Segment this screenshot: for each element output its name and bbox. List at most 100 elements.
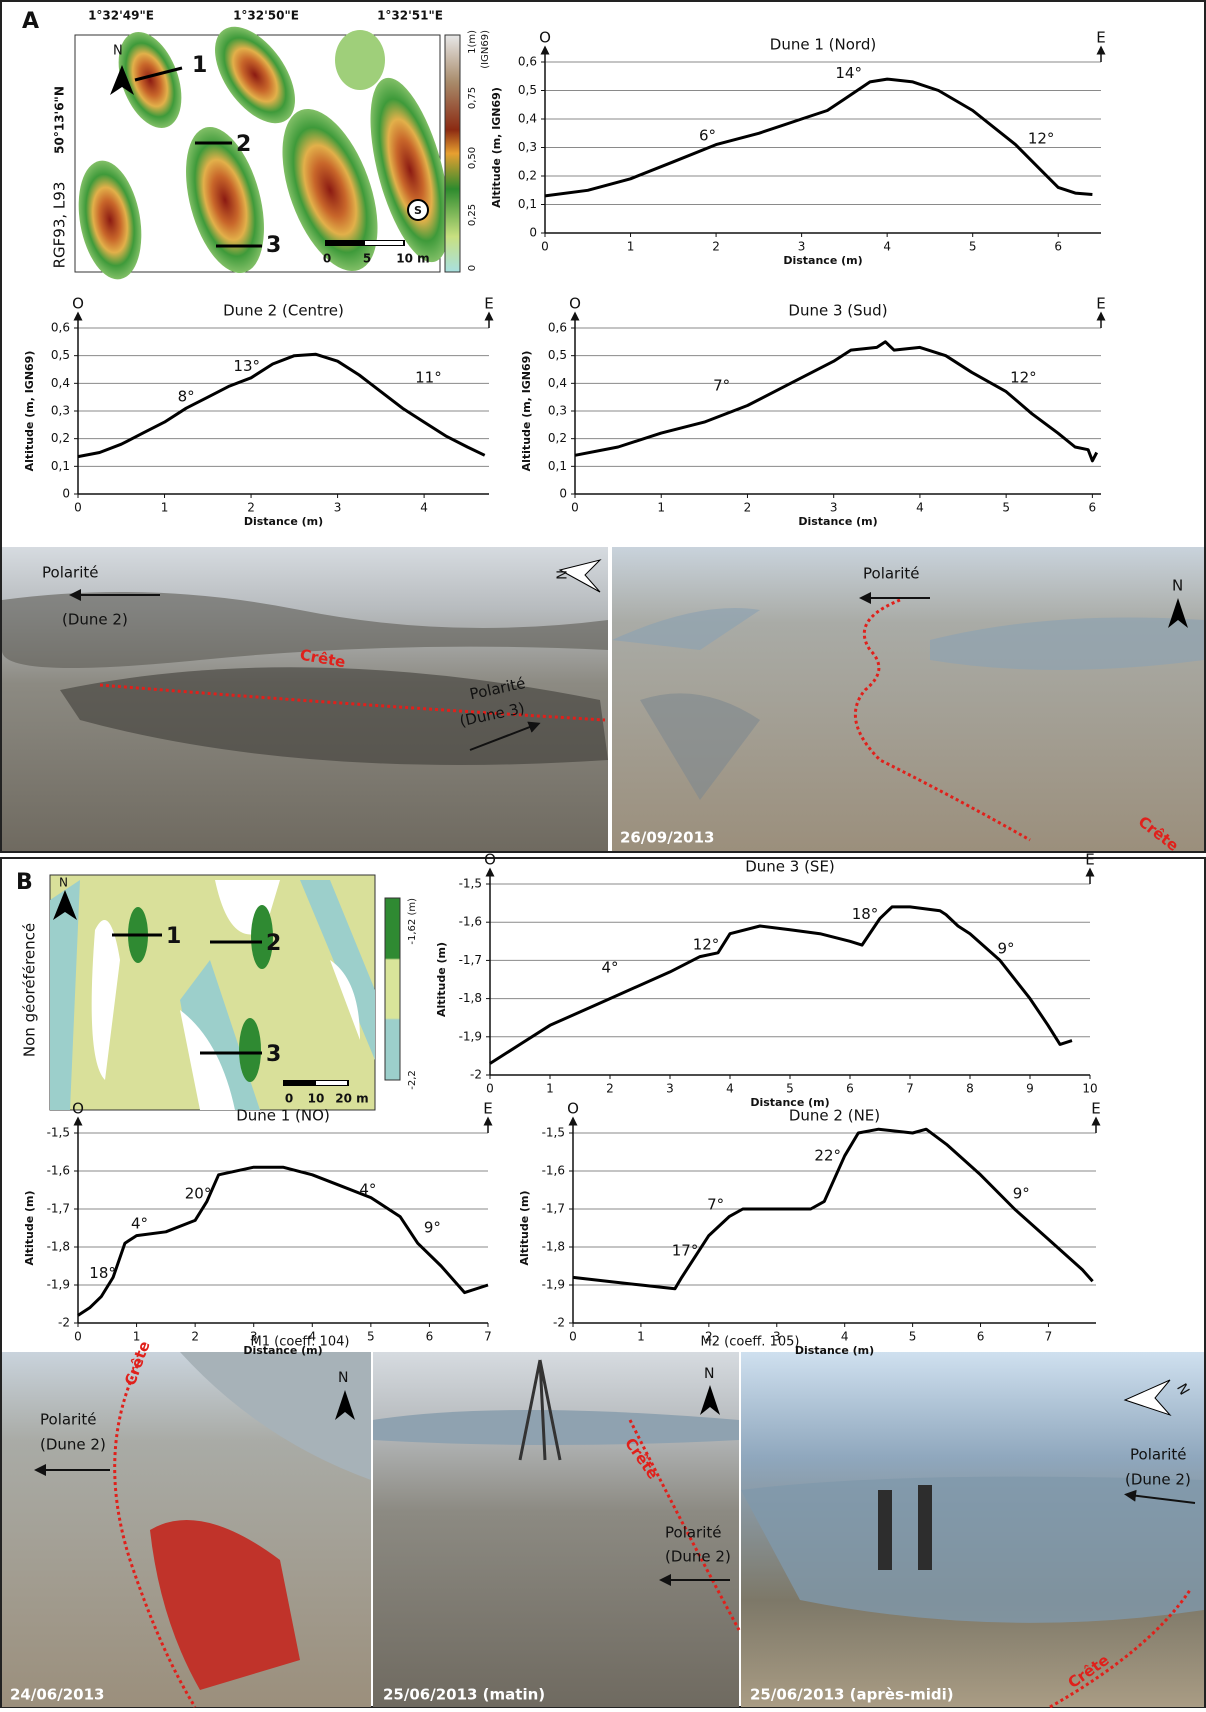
west-label: O bbox=[539, 29, 551, 47]
x-tick-label: 5 bbox=[969, 240, 977, 254]
colorbar-label: 0,75 bbox=[467, 87, 478, 109]
scale-label: 20 m bbox=[335, 1092, 368, 1106]
west-label: O bbox=[72, 1100, 84, 1118]
y-tick-label: -1,6 bbox=[47, 1164, 70, 1178]
profile-label: 2 bbox=[236, 132, 251, 157]
profile-line bbox=[77, 1165, 489, 1317]
photo-caption: M1 (coeff. 104) bbox=[251, 1335, 350, 1350]
slope-annotation: 12° bbox=[1010, 368, 1037, 386]
station-marker: S bbox=[414, 204, 422, 217]
polarity-dune: (Dune 2) bbox=[1125, 1471, 1191, 1489]
polarity-label: Polarité bbox=[863, 565, 920, 583]
x-tick-label: 9 bbox=[1026, 1082, 1034, 1096]
north-label: N bbox=[553, 570, 568, 580]
east-label: E bbox=[484, 295, 493, 313]
scale-label: 10 bbox=[308, 1092, 325, 1106]
x-axis-label: Distance (m) bbox=[783, 254, 862, 267]
y-tick-label: -1,7 bbox=[47, 1202, 70, 1216]
polarity-dune: (Dune 2) bbox=[40, 1436, 106, 1454]
scale-label: 5 bbox=[363, 252, 371, 266]
west-label: O bbox=[484, 851, 496, 869]
photo bbox=[2, 1352, 371, 1708]
y-tick-label: 0,5 bbox=[51, 348, 70, 362]
panel-frame bbox=[0, 0, 1206, 853]
north-label: N bbox=[704, 1366, 714, 1382]
x-tick-label: 6 bbox=[1054, 240, 1062, 254]
chart-title: Dune 3 (SE) bbox=[745, 858, 835, 876]
x-axis-label: Distance (m) bbox=[798, 515, 877, 528]
x-tick-label: 7 bbox=[1045, 1330, 1053, 1344]
north-label: N bbox=[59, 876, 68, 890]
x-axis-label: Distance (m) bbox=[795, 1344, 874, 1357]
y-tick-label: -2 bbox=[553, 1316, 565, 1330]
slope-annotation: 9° bbox=[424, 1219, 441, 1237]
slope-annotation: 4° bbox=[601, 959, 618, 977]
y-axis-label: Altitude (m) bbox=[435, 942, 448, 1017]
profile-label: 3 bbox=[266, 233, 281, 258]
x-tick-label: 5 bbox=[909, 1330, 917, 1344]
scale-label: 0 bbox=[323, 252, 331, 266]
polarity-label: Polarité bbox=[665, 1524, 722, 1542]
map-b bbox=[49, 874, 401, 1111]
y-tick-label: -1,9 bbox=[542, 1278, 565, 1292]
slope-annotation: 4° bbox=[359, 1181, 376, 1199]
x-tick-label: 10 bbox=[1082, 1082, 1097, 1096]
north-label: N bbox=[338, 1370, 348, 1386]
y-tick-label: 0 bbox=[62, 487, 70, 501]
y-tick-label: 0,2 bbox=[518, 169, 537, 183]
x-tick-label: 4 bbox=[841, 1330, 849, 1344]
y-tick-label: 0 bbox=[559, 487, 567, 501]
slope-annotation: 22° bbox=[814, 1146, 841, 1164]
y-axis-label: Altitude (m) bbox=[23, 1190, 36, 1265]
east-label: E bbox=[483, 1100, 492, 1118]
x-tick-label: 2 bbox=[247, 501, 255, 515]
x-tick-label: 3 bbox=[334, 501, 342, 515]
x-tick-label: 0 bbox=[74, 1330, 82, 1344]
colorbar-datum: (IGN69) bbox=[480, 30, 491, 69]
profile-label: 2 bbox=[266, 931, 281, 956]
y-tick-label: 0,3 bbox=[548, 404, 567, 418]
crs-label: RGF93, L93 bbox=[51, 182, 69, 269]
y-tick-label: 0,4 bbox=[51, 376, 70, 390]
y-tick-label: 0,4 bbox=[548, 376, 567, 390]
x-tick-label: 2 bbox=[705, 1330, 713, 1344]
slope-annotation: 6° bbox=[699, 127, 716, 145]
x-tick-label: 1 bbox=[657, 501, 665, 515]
x-tick-label: 1 bbox=[161, 501, 169, 515]
x-tick-label: 1 bbox=[133, 1330, 141, 1344]
lon-label: 1°32'51"E bbox=[377, 9, 443, 23]
y-tick-label: -1,6 bbox=[542, 1164, 565, 1178]
slope-annotation: 14° bbox=[835, 64, 862, 82]
slope-annotation: 9° bbox=[1013, 1184, 1030, 1202]
y-tick-label: 0,4 bbox=[518, 112, 537, 126]
photo-date: 25/06/2013 (matin) bbox=[383, 1686, 545, 1704]
east-label: E bbox=[1096, 29, 1105, 47]
x-tick-label: 2 bbox=[744, 501, 752, 515]
y-tick-label: -1,5 bbox=[542, 1126, 565, 1140]
chart-title: Dune 3 (Sud) bbox=[788, 302, 887, 320]
map-a bbox=[74, 26, 461, 280]
x-tick-label: 5 bbox=[1002, 501, 1010, 515]
slope-annotation: 4° bbox=[131, 1215, 148, 1233]
y-axis-label: Altitude (m, IGN69) bbox=[490, 87, 503, 208]
x-tick-label: 5 bbox=[367, 1330, 375, 1344]
x-tick-label: 0 bbox=[74, 501, 82, 515]
slope-annotation: 18° bbox=[89, 1264, 116, 1282]
north-label: N bbox=[1172, 577, 1183, 595]
chart-title: Dune 1 (Nord) bbox=[770, 36, 876, 54]
slope-annotation: 18° bbox=[852, 905, 879, 923]
photo bbox=[741, 1352, 1204, 1709]
slope-annotation: 11° bbox=[415, 368, 442, 386]
y-tick-label: 0,1 bbox=[51, 459, 70, 473]
photo-date: 24/06/2013 bbox=[10, 1686, 104, 1704]
y-tick-label: -1,5 bbox=[459, 877, 482, 891]
y-tick-label: 0,3 bbox=[518, 140, 537, 154]
slope-annotation: 20° bbox=[185, 1184, 212, 1202]
y-tick-label: 0,5 bbox=[518, 83, 537, 97]
x-tick-label: 3 bbox=[830, 501, 838, 515]
x-tick-label: 1 bbox=[627, 240, 635, 254]
x-tick-label: 8 bbox=[966, 1082, 974, 1096]
x-tick-label: 2 bbox=[712, 240, 720, 254]
lon-label: 1°32'50"E bbox=[233, 9, 299, 23]
polarity-dune: (Dune 2) bbox=[665, 1548, 731, 1566]
